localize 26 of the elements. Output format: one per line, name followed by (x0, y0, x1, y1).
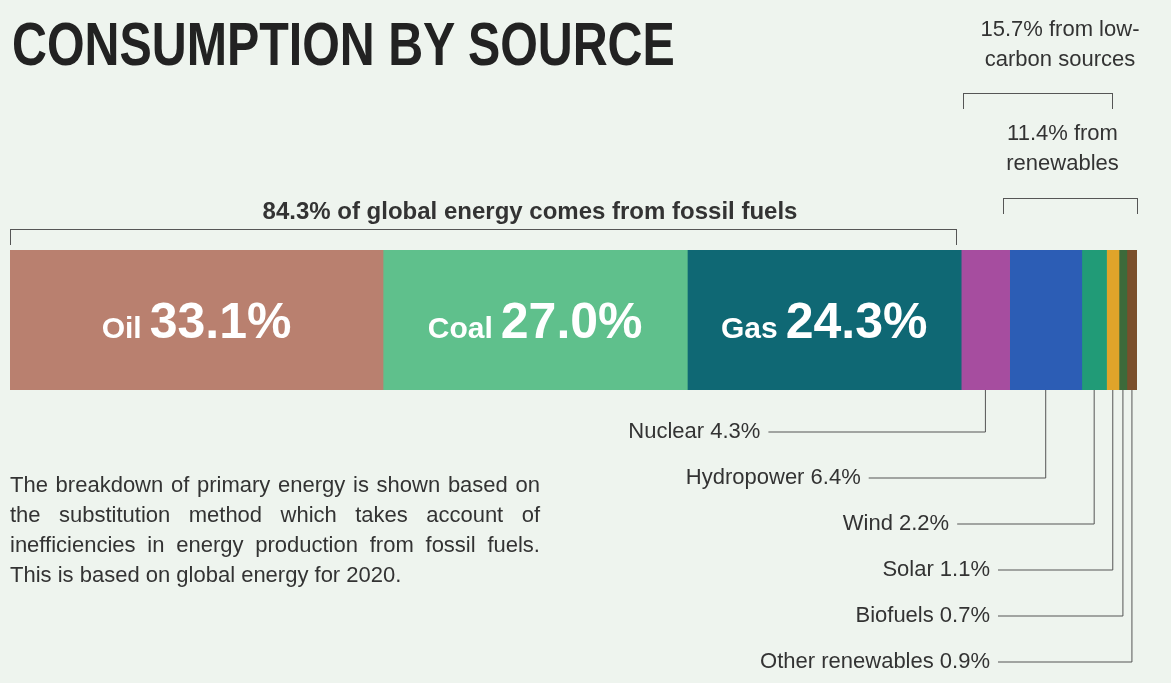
data-label: 27.0% (500, 293, 643, 349)
bar (960, 250, 1010, 390)
text: Other renewables 0.9% (760, 648, 990, 674)
series-label: Gas (721, 311, 778, 344)
text: Solar 1.1% (882, 556, 990, 582)
text: 84.3% of global energy comes from fossil fuels (256, 197, 804, 224)
bar (1118, 250, 1128, 390)
text: The breakdown of primary energy is shown based on the substitution method which takes account of inefficiencies in energy production from fossil fuels. This is based on global energy for 2020. (10, 472, 540, 587)
text: Wind 2.2% (842, 510, 950, 536)
chart-title: CONSUMPTION BY SOURCE (12, 8, 675, 79)
series-label: Oil (101, 311, 142, 344)
text: Biofuels 0.7% (855, 602, 990, 628)
bar (1009, 250, 1083, 390)
text: Nuclear 4.3% (628, 418, 761, 444)
bar (1106, 250, 1120, 390)
bar (382, 250, 688, 390)
text: Hydropower 6.4% (685, 464, 861, 490)
text: 11.4% from renewables (1006, 120, 1119, 175)
bar (687, 250, 962, 390)
data-label: 33.1% (149, 293, 292, 349)
data-label: 24.3% (785, 293, 928, 349)
bar (10, 250, 384, 390)
bar (1081, 250, 1107, 390)
text: 15.7% from low-carbon sources (980, 16, 1140, 71)
series-label: Coal (427, 311, 493, 344)
bar (1126, 250, 1137, 390)
